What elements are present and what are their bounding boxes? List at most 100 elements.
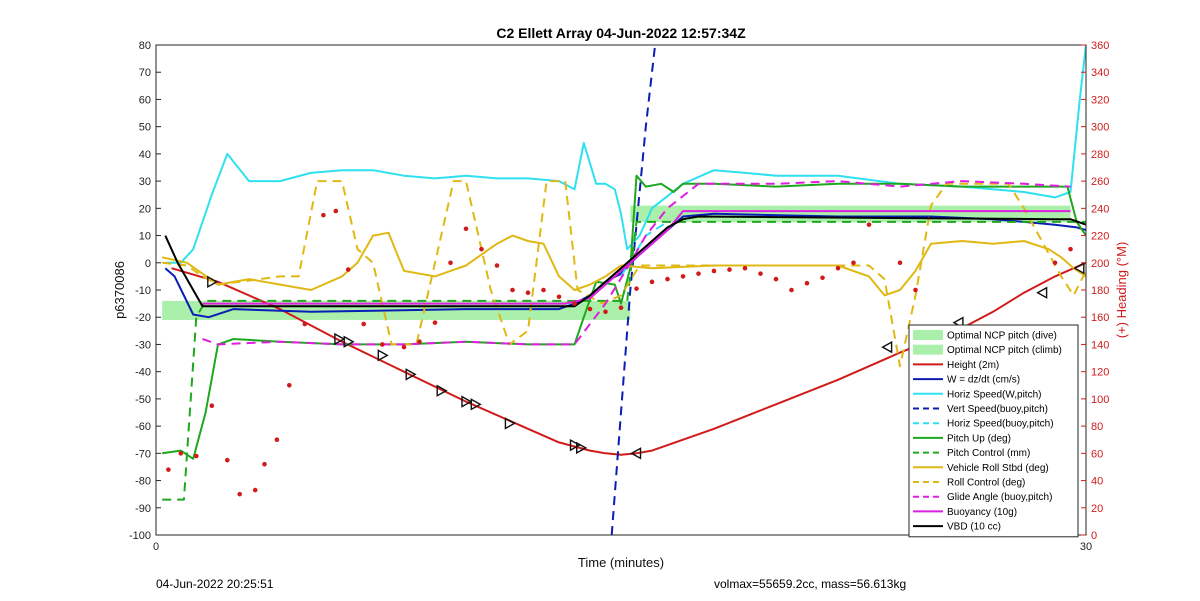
series-line-glide-angle-buoy-pitch [202, 180, 1071, 346]
y-tick-label: 40 [139, 149, 151, 161]
height-marker [504, 417, 516, 430]
y-tick-label: -30 [135, 339, 151, 351]
heading-point [618, 305, 624, 310]
y-right-tick-label: 60 [1091, 448, 1103, 460]
x-tick-label: 0 [153, 541, 159, 553]
y-right-tick-label: 280 [1091, 149, 1109, 161]
series-line-buoyancy-10g [202, 210, 1071, 305]
y-right-tick-label: 180 [1091, 285, 1109, 297]
heading-point [345, 267, 351, 272]
series-line-vert-speed-buoy-pitch [610, 45, 657, 535]
y-tick-label: -80 [135, 476, 151, 488]
y-right-tick-label: 0 [1091, 530, 1097, 542]
heading-point [479, 246, 484, 252]
heading-point [274, 437, 280, 443]
y-right-tick-label: 240 [1091, 203, 1109, 215]
heading-point [866, 222, 872, 227]
heading-point [237, 491, 242, 497]
legend-entry-label: Height (2m) [947, 360, 999, 371]
heading-point [252, 487, 258, 493]
heading-point [361, 321, 367, 327]
heading-point [178, 451, 184, 456]
y-right-tick-label: 260 [1091, 176, 1109, 188]
heading-point [556, 294, 562, 300]
y-tick-label: 10 [139, 231, 151, 243]
legend-entry-label: Roll Control (deg) [947, 478, 1025, 489]
heading-point [649, 279, 655, 285]
height-marker [334, 332, 346, 346]
height-marker [436, 384, 448, 397]
heading-point [1068, 246, 1073, 252]
y-tick-label: -20 [135, 312, 151, 324]
heading-point [262, 461, 267, 467]
heading-point [634, 286, 639, 291]
heading-point [333, 208, 339, 214]
y-tick-label: -50 [135, 394, 151, 406]
y-right-tick-label: 300 [1091, 122, 1109, 134]
height-marker [569, 438, 581, 452]
chart-title: C2 Ellett Array 04-Jun-2022 12:57:34Z [496, 25, 746, 41]
y-tick-label: -40 [135, 367, 151, 379]
heading-point [448, 260, 453, 266]
x-tick-label: 30 [1080, 541, 1092, 553]
heading-point [225, 457, 230, 463]
y-tick-label: 80 [139, 40, 151, 52]
heading-point [758, 271, 763, 276]
height-marker [881, 340, 893, 354]
y-right-tick-label: 360 [1091, 40, 1109, 52]
heading-point [913, 287, 918, 293]
legend-entry-label: Buoyancy (10g) [947, 507, 1017, 518]
y-tick-label: -100 [129, 530, 151, 542]
heading-point [432, 320, 438, 325]
legend-swatch [913, 330, 943, 340]
legend-entry-label: Pitch Control (mm) [947, 448, 1030, 459]
y-tick-label: 0 [145, 258, 151, 270]
legend-entry-label: Horiz Speed(buoy,pitch) [947, 419, 1054, 430]
heading-point [603, 309, 608, 315]
legend-entry-label: Glide Angle (buoy,pitch) [947, 492, 1052, 503]
y-right-tick-label: 320 [1091, 94, 1109, 106]
y-right-tick-label: 100 [1091, 394, 1109, 406]
heading-point [665, 276, 670, 282]
heading-point [773, 276, 779, 282]
height-marker [343, 335, 355, 348]
heading-point [572, 301, 577, 306]
y-right-tick-label: 220 [1091, 231, 1109, 243]
height-marker [207, 275, 219, 289]
legend-box [908, 324, 1079, 538]
heading-point [804, 280, 810, 286]
y-tick-label: 30 [139, 176, 151, 188]
heading-point [321, 212, 326, 218]
heading-point [510, 287, 515, 293]
height-marker [377, 349, 389, 362]
legend-entry-label: Vert Speed(buoy,pitch) [947, 404, 1048, 415]
height-marker [1036, 286, 1048, 299]
legend-entry-label: Optimal NCP pitch (climb) [947, 345, 1062, 356]
y-tick-label: -90 [135, 503, 151, 515]
x-axis-label: Time (minutes) [578, 555, 664, 570]
legend-entry-label: Vehicle Roll Stbd (deg) [947, 463, 1049, 474]
y-tick-label: -10 [135, 285, 151, 297]
height-marker [1073, 262, 1085, 275]
series-line-pitch-up-deg [162, 174, 1086, 460]
y-right-tick-label: 120 [1091, 367, 1109, 379]
y-right-tick-label: 140 [1091, 339, 1109, 351]
heading-point [789, 287, 794, 293]
legend-entry-label: VBD (10 cc) [947, 522, 1001, 533]
legend-entry-label: Horiz Speed(W,pitch) [947, 389, 1041, 400]
legend-entry-label: Pitch Up (deg) [947, 433, 1011, 444]
y-axis-label: p6370086 [112, 261, 127, 319]
y-tick-label: 50 [139, 122, 151, 134]
heading-point [1052, 260, 1058, 266]
y-right-tick-label: 20 [1091, 503, 1103, 515]
series-line-vehicle-roll-stbd-deg [161, 231, 1086, 297]
y-tick-label: -60 [135, 421, 151, 433]
y-axis-right-label: (+) Heading (°M) [1114, 242, 1129, 339]
heading-point [525, 290, 531, 296]
heading-point [401, 344, 407, 350]
heading-point [380, 342, 385, 347]
y-right-tick-label: 40 [1091, 476, 1103, 488]
heading-point [711, 268, 717, 274]
heading-point [417, 339, 422, 345]
